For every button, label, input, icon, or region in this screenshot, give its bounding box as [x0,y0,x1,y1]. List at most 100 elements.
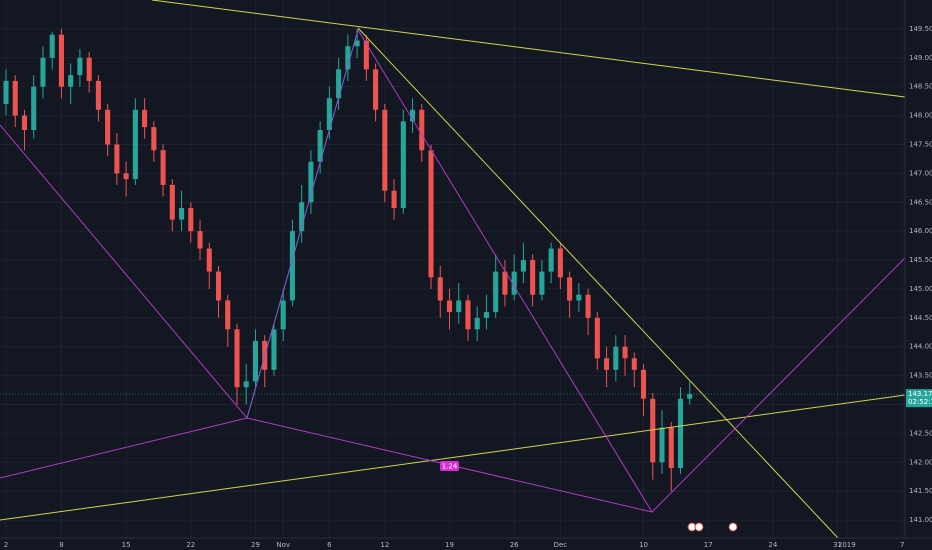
candle-body [326,98,332,131]
candle-body [12,80,18,116]
candle-body [363,40,369,70]
y-tick-label: 149.500 [909,25,932,33]
candle-body [474,317,480,330]
candle-body [483,312,489,318]
x-tick-label: 8 [59,541,63,549]
x-tick-label: 29 [251,541,260,549]
candles [3,28,693,492]
candle-body [502,271,508,295]
candle-body [373,69,379,110]
x-tick-label: 12 [380,541,389,549]
ratio-label: 1.24 [442,463,458,471]
candle-body [197,231,203,249]
candle-body [493,271,499,313]
candle-body [391,190,397,209]
candle-body [576,294,582,301]
candle-body [40,57,46,87]
candle-body [465,300,471,330]
candle-body [299,202,305,232]
price-axis [905,0,932,550]
candle-body [169,184,175,220]
candle-body [336,69,342,99]
x-tick-label: 24 [768,541,777,549]
x-tick-label: 7 [900,541,904,549]
drawings [0,0,906,539]
candle-body [622,346,628,359]
candle-body [114,144,120,174]
candle-body [151,127,157,151]
candle-body [659,427,665,463]
candle-body [271,329,277,370]
candle-body [234,329,240,388]
candle-body [567,277,573,301]
y-tick-label: 141.500 [909,487,932,495]
candle-body [58,34,64,87]
candle-body [409,109,416,122]
candle-body [243,381,249,388]
x-tick-label: 17 [704,541,713,549]
event-icon [728,522,738,532]
y-tick-label: 142.000 [909,458,932,466]
candle-body [419,109,425,151]
y-tick-label: 148.000 [909,112,932,120]
candle-body [511,271,517,295]
candle-body [650,398,656,463]
candle-body [49,34,55,58]
candle-body [640,369,647,399]
x-tick-label: 26 [510,541,519,549]
candle-body [105,109,111,145]
x-tick-label: 6 [327,541,332,549]
candle-body [613,346,619,370]
axes: 141.000141.500142.000142.500143.000143.5… [0,25,932,549]
y-tick-label: 145.500 [909,256,932,264]
candle-body [206,248,212,272]
event-icons [687,522,738,532]
y-tick-label: 144.000 [909,343,932,351]
candle-body [677,398,684,469]
x-tick-label: 2019 [838,541,856,549]
candle-body [31,86,37,131]
candle-body [225,300,231,330]
grid [0,0,905,538]
last-price-label: 143.179 [908,390,932,398]
x-tick-label: 2 [4,541,8,549]
candle-body [142,109,148,128]
candle-body [382,109,388,191]
candle-body [86,57,92,81]
candle-body [68,75,74,87]
candle-body [428,150,434,278]
candle-body [289,231,295,301]
candle-body [215,271,222,301]
y-tick-label: 142.500 [909,429,932,437]
ratio-box [440,461,459,471]
candle-body [354,40,360,47]
x-tick-label: 19 [445,541,454,549]
x-tick-label: 22 [186,541,195,549]
candle-body [252,340,259,382]
x-tick-label: 15 [122,541,131,549]
candle-body [437,277,443,301]
y-tick-label: 144.500 [909,314,932,322]
candle-body [594,317,600,359]
y-tick-label: 146.500 [909,198,932,206]
pattern-line [246,29,359,419]
y-tick-label: 149.000 [909,54,932,62]
candle-body [668,427,674,469]
y-tick-label: 141.000 [909,516,932,524]
x-tick-label: Dec [554,541,568,549]
candle-body [456,300,462,313]
candle-body [95,80,101,110]
candle-body [530,260,536,295]
y-tick-label: 148.500 [909,83,932,91]
y-tick-label: 145.000 [909,285,932,293]
candle-body [631,358,637,370]
candle-body [3,80,9,105]
candle-body [539,271,545,295]
trend-line [357,27,839,539]
x-tick-label: 10 [639,541,648,549]
trend-line [0,394,906,521]
candle-body [317,130,323,162]
y-tick-label: 146.000 [909,227,932,235]
